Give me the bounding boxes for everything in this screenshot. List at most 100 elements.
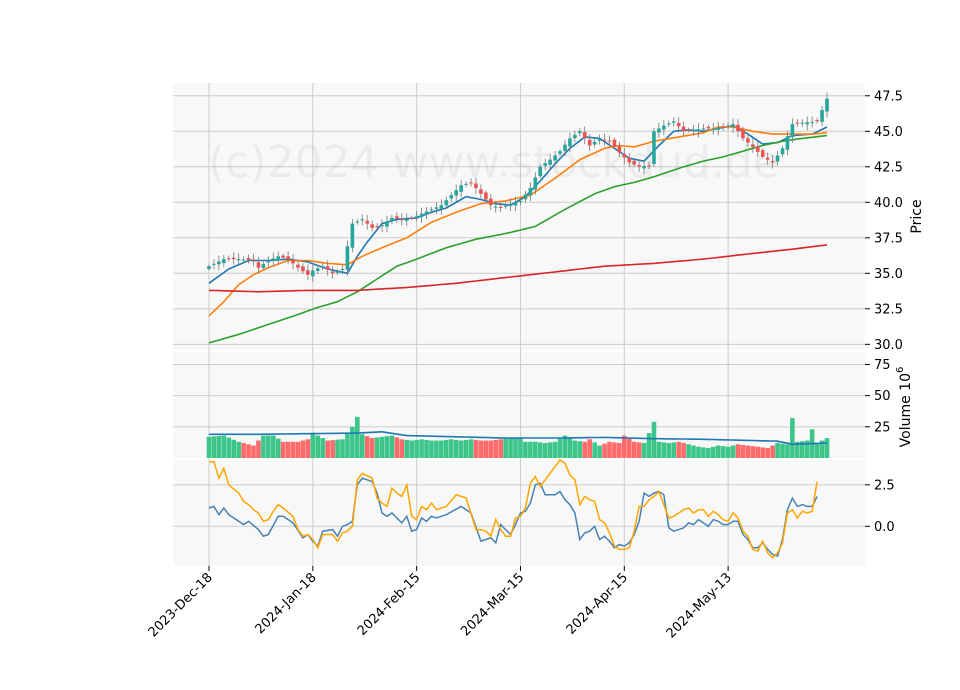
volume-bar: [359, 434, 365, 458]
volume-bar: [587, 439, 592, 458]
candle-body: [301, 266, 305, 272]
volume-bar: [419, 439, 424, 458]
volume-bar: [439, 440, 444, 458]
volume-bar: [824, 438, 830, 458]
volume-bar: [483, 440, 489, 458]
y-tick-label: 25: [874, 420, 891, 435]
candle-body: [296, 264, 300, 268]
volume-bar: [478, 440, 484, 458]
y-tick-label: 2.5: [874, 478, 895, 493]
candle-body: [726, 125, 730, 127]
volume-bar: [617, 443, 622, 458]
volume-bar: [651, 421, 657, 458]
candle-body: [311, 270, 315, 277]
candle-body: [657, 128, 661, 133]
candle-body: [642, 166, 646, 169]
volume-bar: [804, 440, 810, 458]
volume-bar: [607, 441, 612, 458]
volume-average-line: [209, 430, 828, 446]
price-panel: [173, 83, 865, 350]
volume-bar: [725, 446, 731, 458]
volume-bar: [503, 438, 508, 458]
volume-bar: [266, 435, 271, 458]
candle-body: [543, 163, 547, 166]
volume-bar: [577, 441, 583, 458]
y-tick-label: 30.0: [874, 338, 903, 353]
volume-bar: [305, 439, 311, 458]
candle-body: [370, 224, 374, 228]
candle-body: [320, 266, 325, 268]
candle-body: [513, 202, 518, 206]
volume-bar: [636, 442, 642, 458]
volume-bar: [261, 435, 266, 458]
volume-bar: [518, 438, 523, 458]
candle-body: [647, 165, 651, 167]
volume-bar: [473, 439, 479, 458]
volume-bar: [785, 444, 790, 458]
candle-body: [385, 221, 389, 227]
candle-body: [400, 219, 404, 221]
candle-body: [375, 226, 379, 228]
volume-bar: [537, 442, 543, 458]
candle-body: [395, 216, 399, 219]
volume-bar: [394, 437, 400, 458]
candle-body: [810, 121, 814, 123]
candle-body: [419, 213, 424, 218]
candle-body: [528, 188, 533, 196]
y-tick-label: 32.5: [874, 302, 903, 317]
volume-bar: [720, 446, 726, 458]
volume-bar: [612, 442, 617, 458]
candle-body: [582, 131, 587, 139]
volume-bar: [523, 441, 528, 458]
candle-body: [533, 177, 538, 190]
volume-bar: [602, 443, 607, 458]
candle-body: [592, 141, 597, 145]
volume-bar: [315, 435, 321, 458]
volume-bar: [409, 440, 415, 458]
candle-body: [345, 246, 350, 270]
volume-bar: [671, 442, 677, 458]
volume-bar: [745, 445, 751, 458]
moving-average-line: [208, 134, 828, 344]
volume-bar: [740, 444, 746, 458]
candle-body: [380, 225, 384, 227]
volume-axis-label: Volume 106: [895, 367, 914, 448]
candle-body: [716, 127, 721, 130]
candle-body: [429, 209, 434, 211]
candle-body: [652, 131, 656, 164]
volume-bar: [246, 444, 251, 458]
candle-body: [701, 128, 706, 130]
candle-body: [785, 136, 790, 150]
indicator-panel: [173, 460, 865, 566]
candle-body: [523, 194, 528, 200]
volume-bar: [374, 437, 380, 458]
volume-bar: [463, 439, 469, 458]
volume-bar: [656, 441, 662, 458]
volume-bar: [760, 447, 766, 458]
volume-bar: [280, 441, 286, 458]
candle-body: [439, 205, 444, 209]
candle-body: [454, 190, 458, 196]
volume-bar: [290, 441, 296, 458]
volume-bar: [270, 435, 276, 458]
volume-bar: [755, 446, 761, 458]
y-tick-label: 50: [874, 389, 891, 404]
candle-body: [607, 140, 612, 142]
volume-bar: [320, 438, 326, 458]
volume-bar: [424, 439, 429, 458]
volume-bar: [646, 433, 652, 458]
candle-body: [493, 206, 498, 208]
volume-bar: [221, 435, 227, 458]
candle-body: [325, 266, 330, 270]
volume-bar: [819, 440, 825, 458]
volume-bar: [626, 438, 632, 458]
volume-bar: [310, 433, 316, 458]
volume-bar: [508, 438, 513, 458]
y-tick-label: 40.0: [874, 196, 903, 211]
volume-bar: [780, 443, 785, 458]
candle-body: [632, 160, 636, 165]
candle-body: [479, 189, 483, 194]
candle-body: [790, 124, 795, 138]
volume-bar: [236, 441, 241, 458]
